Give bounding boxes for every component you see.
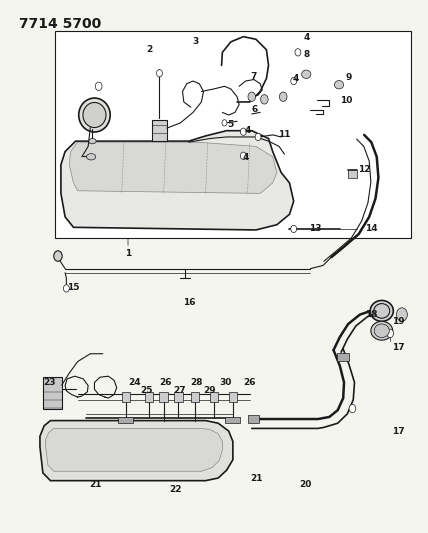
Polygon shape bbox=[45, 429, 223, 471]
Bar bbox=[174, 392, 182, 402]
Text: 22: 22 bbox=[169, 485, 181, 494]
Bar bbox=[122, 392, 130, 402]
Circle shape bbox=[396, 308, 407, 321]
Text: 11: 11 bbox=[278, 130, 291, 139]
Ellipse shape bbox=[83, 102, 106, 127]
Ellipse shape bbox=[374, 324, 389, 337]
Circle shape bbox=[95, 82, 102, 91]
Circle shape bbox=[261, 95, 268, 104]
Text: 24: 24 bbox=[128, 378, 141, 387]
Polygon shape bbox=[69, 142, 277, 193]
Ellipse shape bbox=[86, 154, 96, 160]
Ellipse shape bbox=[79, 98, 110, 132]
Text: 4: 4 bbox=[293, 74, 299, 83]
Circle shape bbox=[387, 329, 393, 337]
Ellipse shape bbox=[334, 80, 344, 89]
Text: 26: 26 bbox=[244, 378, 256, 387]
Circle shape bbox=[279, 92, 287, 101]
Text: 3: 3 bbox=[192, 37, 198, 46]
Text: 17: 17 bbox=[392, 426, 405, 435]
Bar bbox=[119, 417, 134, 423]
Text: 12: 12 bbox=[358, 165, 370, 174]
Text: 18: 18 bbox=[365, 310, 377, 319]
Text: 29: 29 bbox=[203, 386, 216, 395]
Circle shape bbox=[54, 251, 62, 261]
Circle shape bbox=[255, 133, 261, 141]
Text: 1: 1 bbox=[125, 249, 131, 258]
Circle shape bbox=[291, 225, 297, 232]
Text: 2: 2 bbox=[146, 45, 152, 54]
Text: 7714 5700: 7714 5700 bbox=[19, 17, 101, 31]
Text: 10: 10 bbox=[340, 96, 353, 105]
Ellipse shape bbox=[370, 301, 393, 321]
Text: 13: 13 bbox=[309, 224, 322, 233]
Text: 30: 30 bbox=[220, 378, 232, 387]
Circle shape bbox=[63, 285, 69, 292]
Circle shape bbox=[291, 77, 297, 85]
Text: 27: 27 bbox=[173, 386, 186, 395]
Text: 4: 4 bbox=[303, 33, 309, 42]
Bar bbox=[152, 120, 167, 141]
Text: 21: 21 bbox=[89, 480, 102, 489]
Text: 25: 25 bbox=[141, 386, 153, 395]
Text: 19: 19 bbox=[392, 317, 405, 326]
Ellipse shape bbox=[302, 70, 311, 78]
Text: 23: 23 bbox=[43, 378, 56, 387]
Bar bbox=[210, 392, 218, 402]
Polygon shape bbox=[61, 131, 294, 230]
Text: 16: 16 bbox=[183, 297, 195, 306]
Bar bbox=[225, 417, 241, 423]
Ellipse shape bbox=[374, 304, 390, 318]
Text: 4: 4 bbox=[242, 154, 249, 163]
Circle shape bbox=[241, 152, 246, 159]
Text: 6: 6 bbox=[252, 106, 258, 114]
Bar bbox=[160, 392, 168, 402]
Circle shape bbox=[295, 49, 301, 56]
Text: 4: 4 bbox=[244, 126, 251, 135]
Circle shape bbox=[222, 120, 227, 126]
Circle shape bbox=[349, 405, 356, 413]
Bar bbox=[248, 415, 259, 423]
Polygon shape bbox=[40, 421, 233, 481]
Circle shape bbox=[241, 128, 246, 135]
Text: 14: 14 bbox=[365, 224, 377, 233]
Circle shape bbox=[248, 92, 256, 101]
Text: 17: 17 bbox=[392, 343, 405, 352]
Text: 21: 21 bbox=[250, 473, 263, 482]
Text: 28: 28 bbox=[190, 378, 202, 387]
Circle shape bbox=[157, 70, 162, 77]
Text: 26: 26 bbox=[160, 378, 172, 387]
Text: 7: 7 bbox=[251, 72, 257, 82]
Text: 5: 5 bbox=[227, 120, 233, 129]
Text: 9: 9 bbox=[345, 73, 351, 82]
Bar bbox=[229, 392, 237, 402]
Bar bbox=[337, 353, 350, 360]
Ellipse shape bbox=[371, 321, 392, 340]
Bar bbox=[348, 171, 357, 177]
Bar bbox=[145, 392, 153, 402]
Text: 8: 8 bbox=[303, 51, 309, 60]
Bar bbox=[43, 377, 62, 409]
Text: 20: 20 bbox=[299, 480, 312, 489]
Bar bbox=[55, 31, 411, 238]
Ellipse shape bbox=[89, 139, 96, 144]
Bar bbox=[191, 392, 199, 402]
Text: 15: 15 bbox=[67, 283, 80, 292]
